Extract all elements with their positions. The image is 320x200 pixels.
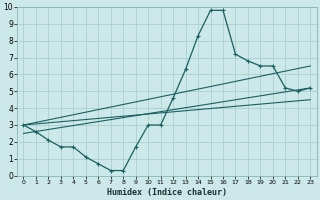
X-axis label: Humidex (Indice chaleur): Humidex (Indice chaleur) [107,188,227,197]
